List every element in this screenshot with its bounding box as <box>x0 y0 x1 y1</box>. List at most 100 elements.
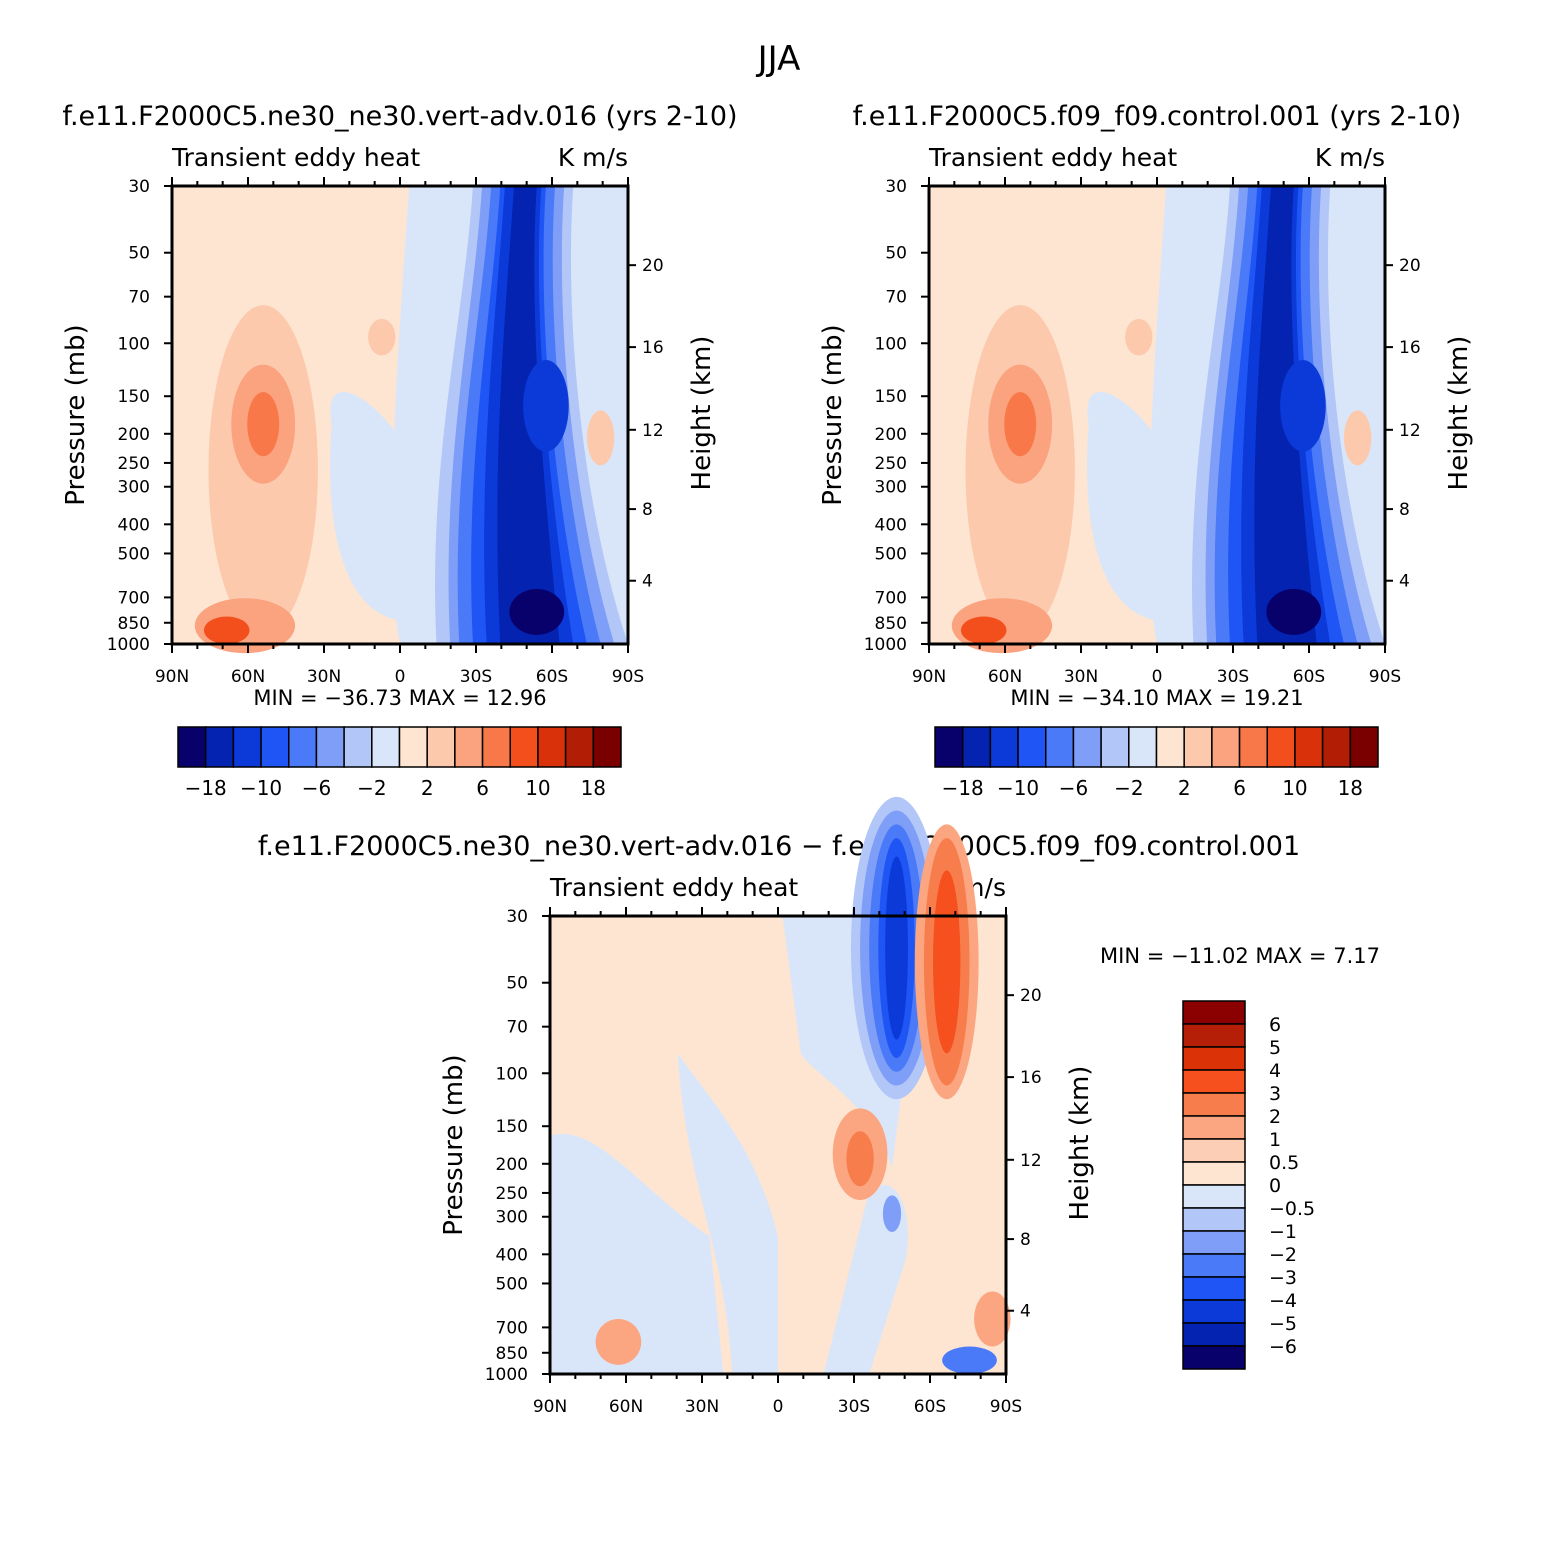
panels: f.e11.F2000C5.ne30_ne30.vert-adv.016 (yr… <box>61 101 1474 1417</box>
colorbar-label: 0 <box>1269 1175 1281 1197</box>
colorbar-label: 6 <box>476 776 489 800</box>
colorbar-swatch <box>1182 1092 1246 1117</box>
contour-field <box>929 186 1385 654</box>
field-contour <box>368 318 396 356</box>
colorbar-swatch <box>177 726 207 768</box>
y2-tick-label: 12 <box>1399 421 1421 441</box>
colorbar-swatch <box>1182 1253 1246 1278</box>
field-contour <box>1280 360 1326 452</box>
colorbar-label: −10 <box>997 776 1039 800</box>
panel-3: f.e11.F2000C5.ne30_ne30.vert-adv.016 − f… <box>258 796 1380 1417</box>
colorbar-swatch <box>1182 1230 1246 1255</box>
colorbar-swatch <box>1182 1345 1246 1370</box>
colorbar-label: 1 <box>1269 1129 1281 1151</box>
y-tick-label: 1000 <box>864 635 907 655</box>
colorbar-label: −18 <box>185 776 227 800</box>
y-tick-label: 100 <box>875 334 907 354</box>
colorbar-swatch <box>961 726 992 768</box>
field-contour <box>677 1053 778 1374</box>
field-contour <box>974 1291 1011 1347</box>
figure-title: JJA <box>756 39 801 79</box>
colorbar-swatch <box>564 726 595 768</box>
colorbar-swatch <box>204 726 235 768</box>
y2-tick-label: 4 <box>1020 1302 1031 1322</box>
colorbar-label: −2 <box>1114 776 1143 800</box>
field-contour <box>846 1131 874 1187</box>
panel-title: f.e11.F2000C5.f09_f09.control.001 (yrs 2… <box>853 101 1462 132</box>
colorbar-label: 2 <box>1269 1106 1281 1128</box>
y-tick-label: 500 <box>496 1274 528 1294</box>
field-contour <box>1125 318 1153 356</box>
colorbar-swatch <box>454 726 484 768</box>
y-tick-label: 150 <box>875 387 907 407</box>
y-tick-label: 850 <box>875 614 907 634</box>
colorbar-swatch <box>1183 726 1213 768</box>
x-tick-label: 90N <box>912 667 946 687</box>
field-contour <box>960 616 1007 644</box>
y-tick-label: 400 <box>875 515 907 535</box>
field-contour <box>1087 392 1167 622</box>
y-tick-label: 500 <box>118 544 150 564</box>
x-tick-label: 60N <box>231 667 265 687</box>
colorbar-swatch <box>1017 726 1047 768</box>
panel-units: K m/s <box>1315 143 1385 172</box>
colorbar-label: 10 <box>1282 776 1307 800</box>
x-tick-label: 30S <box>838 1397 870 1417</box>
colorbar-swatch <box>1045 726 1075 768</box>
contour-field <box>172 186 628 654</box>
y2-axis-label: Height (km) <box>687 336 717 491</box>
panel-subtitle: Transient eddy heat <box>549 873 798 902</box>
y2-tick-label: 20 <box>642 256 664 276</box>
field-contour <box>330 392 410 622</box>
x-tick-label: 90S <box>612 667 644 687</box>
colorbar-label: 2 <box>421 776 434 800</box>
colorbar-swatch <box>1321 726 1352 768</box>
y2-tick-label: 20 <box>1399 256 1421 276</box>
y2-tick-label: 12 <box>642 421 664 441</box>
x-tick-label: 90S <box>990 1397 1022 1417</box>
colorbar-label: −4 <box>1269 1290 1297 1312</box>
colorbar-swatch <box>398 726 428 768</box>
y2-tick-label: 8 <box>642 500 653 520</box>
colorbar-swatch <box>371 726 401 768</box>
y-axis-label: Pressure (mb) <box>61 324 91 505</box>
field-contour <box>933 870 961 1054</box>
y2-tick-label: 16 <box>642 338 664 358</box>
y-tick-label: 700 <box>875 588 907 608</box>
min-max-stats: MIN = −36.73 MAX = 12.96 <box>253 686 546 710</box>
colorbar-swatch <box>1182 1069 1246 1094</box>
colorbar-swatch <box>1211 726 1241 768</box>
colorbar-label: 0.5 <box>1269 1152 1299 1174</box>
colorbar-swatch <box>232 726 262 768</box>
y-tick-label: 30 <box>128 177 150 197</box>
colorbar-swatch <box>1294 726 1324 768</box>
y2-tick-label: 8 <box>1020 1230 1031 1250</box>
colorbar-swatch <box>1182 1023 1246 1048</box>
colorbar-label: −6 <box>1269 1336 1297 1358</box>
x-tick-label: 90N <box>155 667 189 687</box>
y-tick-label: 200 <box>118 425 150 445</box>
field-contour <box>203 616 250 644</box>
min-max-stats: MIN = −34.10 MAX = 19.21 <box>1010 686 1303 710</box>
x-tick-label: 30N <box>1064 667 1098 687</box>
x-tick-label: 0 <box>395 667 406 687</box>
y-tick-label: 30 <box>885 177 907 197</box>
y2-tick-label: 20 <box>1020 986 1042 1006</box>
colorbar-label: −1 <box>1269 1221 1297 1243</box>
x-tick-label: 30N <box>307 667 341 687</box>
colorbar-label: −0.5 <box>1269 1198 1315 1220</box>
colorbar: −18 −10 −6 −2 2 6 10 18 <box>934 726 1379 800</box>
y2-tick-label: 4 <box>1399 572 1410 592</box>
field-contour <box>509 589 565 635</box>
y-tick-label: 700 <box>118 588 150 608</box>
y-tick-label: 100 <box>118 334 150 354</box>
colorbar-swatch <box>1100 726 1130 768</box>
y-tick-label: 250 <box>118 454 150 474</box>
panel-subtitle: Transient eddy heat <box>928 143 1177 172</box>
colorbar-swatch <box>1349 726 1379 768</box>
colorbar-swatch <box>1182 1299 1246 1324</box>
field-contour <box>1266 589 1322 635</box>
field-contour <box>550 1134 724 1374</box>
contour-field <box>550 796 1011 1374</box>
colorbar-label: −6 <box>1059 776 1088 800</box>
